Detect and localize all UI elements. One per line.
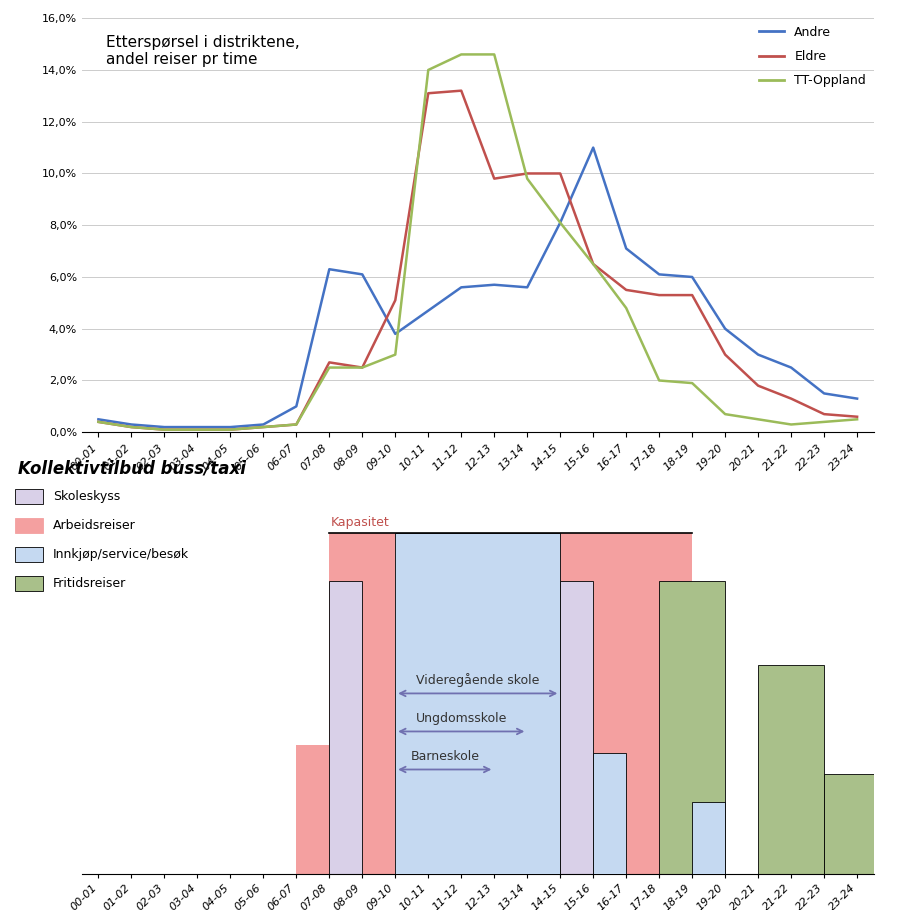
Text: Videregående skole: Videregående skole <box>416 673 540 687</box>
Text: Ungdomsskole: Ungdomsskole <box>416 713 507 725</box>
Bar <box>395 533 561 874</box>
Bar <box>693 802 725 874</box>
Text: Barneskole: Barneskole <box>410 751 480 763</box>
Legend: Andre, Eldre, TT-Oppland: Andre, Eldre, TT-Oppland <box>754 21 871 92</box>
Bar <box>824 774 890 874</box>
Bar <box>297 745 329 874</box>
Bar <box>659 581 725 874</box>
Text: Etterspørsel i distriktene,
andel reiser pr time: Etterspørsel i distriktene, andel reiser… <box>106 35 299 67</box>
Bar <box>561 581 593 874</box>
Bar <box>593 753 626 874</box>
Text: Kapasitet: Kapasitet <box>331 516 389 530</box>
Text: Kollektivtilbud buss/taxi: Kollektivtilbud buss/taxi <box>18 460 247 478</box>
Bar <box>329 533 395 874</box>
Legend: Skoleskyss, Arbeidsreiser, Innkjøp/service/besøk, Fritidsreiser: Skoleskyss, Arbeidsreiser, Innkjøp/servi… <box>15 489 189 591</box>
Bar <box>758 665 824 874</box>
Bar <box>329 581 362 874</box>
Bar <box>561 533 693 874</box>
